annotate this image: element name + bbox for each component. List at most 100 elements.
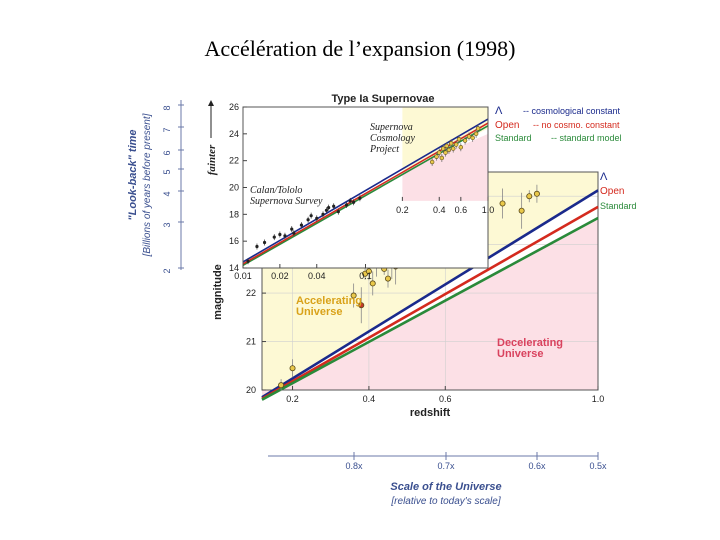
inset-calan-point <box>262 240 267 245</box>
inset-calan-point <box>309 214 313 218</box>
legend-desc-standard: -- standard model <box>551 133 622 143</box>
inset-project-line3: Project <box>369 144 399 155</box>
model-line-lambda <box>261 189 599 399</box>
main-y-tick-label: 21 <box>246 337 256 347</box>
inset-y-tick-label: 20 <box>229 183 239 193</box>
inset-calan-point <box>272 235 276 239</box>
inset-calan-point <box>255 244 259 249</box>
chart-title: Type Ia Supernovae <box>331 93 434 105</box>
inset-scp-point <box>439 155 445 161</box>
inset-x-tick-label: 0.04 <box>308 271 326 281</box>
scale-tick-label: 0.8x <box>345 461 363 471</box>
lookback-tick-label: 3 <box>162 222 172 227</box>
lookback-axis-title: "Look-back" time <box>127 129 139 220</box>
line-label-lambda: Λ <box>600 171 608 183</box>
lookback-tick-label: 5 <box>162 169 172 174</box>
inset-x-tick-label: 0.2 <box>396 205 409 215</box>
inset-calan-point <box>290 227 294 231</box>
legend-desc-open: -- no cosmo. constant <box>533 120 620 130</box>
inset-scp-point <box>462 138 468 143</box>
inset-calan-point <box>332 204 336 208</box>
inset-scp-point <box>448 141 454 146</box>
main-y-tick-label: 20 <box>246 385 256 395</box>
supernova-point <box>278 382 285 389</box>
supernova-point <box>365 268 372 275</box>
scale-tick-label: 0.6x <box>528 461 546 471</box>
slide-title: Accélération de l’expansion (1998) <box>204 36 516 61</box>
inset-scp-point <box>446 147 452 153</box>
inset-scp-point <box>473 131 479 137</box>
inset-scp-point <box>444 143 449 149</box>
inset-scp-point <box>434 154 439 159</box>
inset-x-tick-label: 1.0 <box>482 205 495 215</box>
inset-calan-point <box>348 199 352 203</box>
inset-calan-point <box>336 210 340 214</box>
supernova-point <box>499 200 506 207</box>
inset-calan-point <box>327 206 331 210</box>
main-y-tick-label: 22 <box>246 288 256 298</box>
inset-y-axis-label: fainter <box>206 144 218 175</box>
lookback-tick-label: 2 <box>162 268 172 273</box>
inset-calan-point <box>278 232 282 237</box>
main-y-axis-label: magnitude <box>212 264 224 320</box>
supernova-point <box>384 275 391 282</box>
line-label-standard: Standard <box>600 201 637 211</box>
scale-tick-label: 0.5x <box>589 461 607 471</box>
inset-calan-point <box>324 208 329 212</box>
model-line-standard <box>261 216 599 401</box>
main-x-tick-label: 0.4 <box>363 394 376 404</box>
supernova-point <box>289 365 296 372</box>
inset-calan-point <box>358 196 362 200</box>
inset-calan-point <box>246 259 250 263</box>
inset-calan-point <box>352 200 356 204</box>
supernova-point <box>518 207 525 214</box>
inset-calan-point <box>321 212 325 216</box>
inset-decelerating-region <box>402 133 488 201</box>
inset-y-tick-label: 22 <box>229 156 239 166</box>
lookback-tick-label: 7 <box>162 127 172 132</box>
inset-scp-point <box>456 137 462 142</box>
inset-calan-point <box>299 223 304 227</box>
inset-calan-point <box>315 216 319 220</box>
inset-scp-point <box>443 150 448 155</box>
supernova-point <box>533 190 540 197</box>
inset-scp-point <box>466 134 472 139</box>
inset-calan-point <box>344 203 349 207</box>
legend-desc-lambda: -- cosmological constant <box>523 106 621 116</box>
decelerating-label-line2: Universe <box>497 348 543 360</box>
inset-x-tick-label: 0.1 <box>359 271 372 281</box>
inset-project-line1: Supernova <box>370 122 413 133</box>
decelerating-label-line1: Decelerating <box>497 337 563 349</box>
scale-tick-label: 0.7x <box>437 461 455 471</box>
legend-symbol-open: Open <box>495 120 519 131</box>
legend-symbol-standard: Standard <box>495 133 532 143</box>
inset-survey-line2: Supernova Survey <box>250 196 323 207</box>
lookback-tick-label: 4 <box>162 191 172 196</box>
supernova-point <box>369 280 376 287</box>
main-x-tick-label: 0.6 <box>439 394 452 404</box>
inset-scp-point <box>429 159 435 165</box>
supernova-point <box>350 292 357 299</box>
lookback-tick-label: 8 <box>162 105 172 110</box>
inset-y-tick-label: 24 <box>229 129 239 139</box>
model-line-open <box>261 205 599 400</box>
inset-y-tick-label: 18 <box>229 209 239 219</box>
inset-scp-point <box>453 142 459 147</box>
inset-scp-point <box>451 146 456 151</box>
supernova-point <box>526 193 533 200</box>
inset-project-line2: Cosmology <box>370 133 416 144</box>
line-label-open: Open <box>600 186 624 197</box>
inset-x-tick-label: 0.01 <box>234 271 252 281</box>
legend-symbol-lambda: Λ <box>495 105 503 117</box>
inset-y-tick-label: 14 <box>229 263 239 273</box>
fainter-arrowhead <box>208 100 214 106</box>
inset-y-tick-label: 26 <box>229 102 239 112</box>
inset-survey-line1: Calan/Tololo <box>250 185 302 196</box>
legend: Λ -- cosmological constant Open -- no co… <box>495 105 622 143</box>
inset-calan-point <box>283 234 287 238</box>
inset-scp-point <box>475 126 481 131</box>
inset-model-line <box>242 118 489 263</box>
main-x-tick-label: 0.2 <box>286 394 299 404</box>
inset-calan-point <box>292 231 296 235</box>
lookback-tick-label: 6 <box>162 150 172 155</box>
